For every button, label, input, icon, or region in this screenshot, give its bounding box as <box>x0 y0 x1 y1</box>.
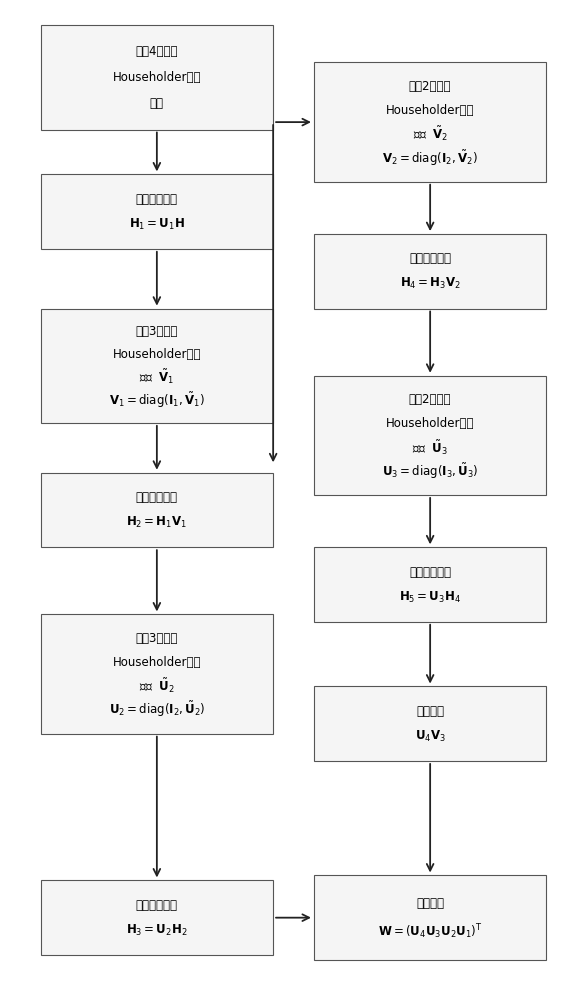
FancyBboxPatch shape <box>314 376 546 495</box>
Text: Householder变换: Householder变换 <box>113 348 201 361</box>
Text: $\mathbf{H}_5 = \mathbf{U}_3\mathbf{H}_4$: $\mathbf{H}_5 = \mathbf{U}_3\mathbf{H}_4… <box>399 589 461 605</box>
Text: $\mathbf{U}_2 = \mathrm{diag}(\mathbf{I}_2, \tilde{\mathbf{U}}_2)$: $\mathbf{U}_2 = \mathrm{diag}(\mathbf{I}… <box>109 700 205 719</box>
Text: 计劗4阶左边: 计劗4阶左边 <box>136 45 178 58</box>
Text: 计算矩阵乘积: 计算矩阵乘积 <box>136 899 178 912</box>
FancyBboxPatch shape <box>41 473 273 547</box>
Text: $\mathbf{H}_4 = \mathbf{H}_3\mathbf{V}_2$: $\mathbf{H}_4 = \mathbf{H}_3\mathbf{V}_2… <box>400 276 461 291</box>
Text: 矩阵  $\tilde{\mathbf{U}}_2$: 矩阵 $\tilde{\mathbf{U}}_2$ <box>139 677 175 695</box>
Text: 矩阵: 矩阵 <box>150 97 164 110</box>
FancyBboxPatch shape <box>314 547 546 622</box>
FancyBboxPatch shape <box>314 875 546 960</box>
Text: Householder变换: Householder变换 <box>113 656 201 669</box>
Text: $\mathbf{H}_2 = \mathbf{H}_1\mathbf{V}_1$: $\mathbf{H}_2 = \mathbf{H}_1\mathbf{V}_1… <box>126 515 187 530</box>
FancyBboxPatch shape <box>41 174 273 249</box>
FancyBboxPatch shape <box>314 686 546 761</box>
Text: Householder变换: Householder变换 <box>386 104 474 117</box>
Text: $\mathbf{U}_3 = \mathrm{diag}(\mathbf{I}_3, \tilde{\mathbf{U}}_3)$: $\mathbf{U}_3 = \mathrm{diag}(\mathbf{I}… <box>382 461 478 481</box>
Text: 计算矩阵乘积: 计算矩阵乘积 <box>136 491 178 504</box>
Text: 计劗2阶左边: 计劗2阶左边 <box>409 393 451 406</box>
FancyBboxPatch shape <box>41 880 273 955</box>
Text: 矩阵  $\tilde{\mathbf{V}}_1$: 矩阵 $\tilde{\mathbf{V}}_1$ <box>139 368 174 386</box>
Text: Householder变换: Householder变换 <box>113 71 201 84</box>
FancyBboxPatch shape <box>41 309 273 423</box>
Text: 计劗3阶左边: 计劗3阶左边 <box>136 632 178 645</box>
Text: $\mathbf{H}_3 = \mathbf{U}_2\mathbf{H}_2$: $\mathbf{H}_3 = \mathbf{U}_2\mathbf{H}_2… <box>126 923 188 938</box>
Text: 计算矩阵: 计算矩阵 <box>416 897 444 910</box>
Text: 计劗3阶右边: 计劗3阶右边 <box>136 325 178 338</box>
Text: 计算矩阵乘积: 计算矩阵乘积 <box>409 566 451 579</box>
FancyBboxPatch shape <box>41 614 273 734</box>
Text: Householder变换: Householder变换 <box>386 417 474 430</box>
FancyBboxPatch shape <box>314 234 546 309</box>
Text: $\mathbf{V}_1 = \mathrm{diag}(\mathbf{I}_1, \tilde{\mathbf{V}}_1)$: $\mathbf{V}_1 = \mathrm{diag}(\mathbf{I}… <box>109 390 205 410</box>
Text: $\mathbf{W} = (\mathbf{U}_4\mathbf{U}_3\mathbf{U}_2\mathbf{U}_1)^{\mathrm{T}}$: $\mathbf{W} = (\mathbf{U}_4\mathbf{U}_3\… <box>378 922 483 941</box>
Text: $\mathbf{V}_2 = \mathrm{diag}(\mathbf{I}_2, \tilde{\mathbf{V}}_2)$: $\mathbf{V}_2 = \mathrm{diag}(\mathbf{I}… <box>382 148 478 168</box>
Text: 计算矩阵乘积: 计算矩阵乘积 <box>409 252 451 265</box>
Text: $\mathbf{U}_4\mathbf{V}_3$: $\mathbf{U}_4\mathbf{V}_3$ <box>414 729 446 744</box>
Text: 计劗2阶右边: 计劗2阶右边 <box>409 80 451 93</box>
FancyBboxPatch shape <box>41 25 273 130</box>
Text: 计算矩阵乘积: 计算矩阵乘积 <box>136 193 178 206</box>
Text: $\mathbf{H}_1 = \mathbf{U}_1\mathbf{H}$: $\mathbf{H}_1 = \mathbf{U}_1\mathbf{H}$ <box>129 216 185 232</box>
FancyBboxPatch shape <box>314 62 546 182</box>
Text: 矩阵  $\tilde{\mathbf{U}}_3$: 矩阵 $\tilde{\mathbf{U}}_3$ <box>412 438 448 457</box>
Text: 计算矩阵: 计算矩阵 <box>416 705 444 718</box>
Text: 矩阵  $\tilde{\mathbf{V}}_2$: 矩阵 $\tilde{\mathbf{V}}_2$ <box>413 125 448 143</box>
